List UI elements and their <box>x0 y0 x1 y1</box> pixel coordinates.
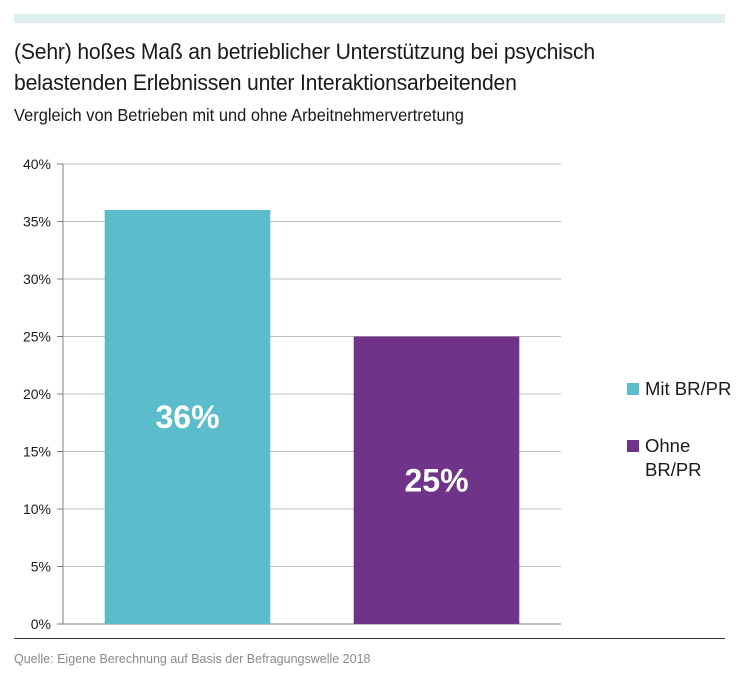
source-note: Quelle: Eigene Berechnung auf Basis der … <box>14 652 371 666</box>
y-tick-label: 35% <box>23 214 51 230</box>
y-tick-label: 20% <box>23 386 51 402</box>
bar-mit <box>104 210 271 624</box>
bar-data-label: 25% <box>404 462 468 498</box>
bar-data-label: 36% <box>155 399 219 435</box>
legend: Mit BR/PR Ohne BR/PR <box>627 377 745 515</box>
y-tick-label: 10% <box>23 501 51 517</box>
y-tick-label: 15% <box>23 444 51 460</box>
bar-ohne <box>353 336 520 624</box>
legend-label-ohne: Ohne BR/PR <box>645 435 702 480</box>
footer-rule <box>14 638 725 639</box>
y-tick-label: 25% <box>23 329 51 345</box>
legend-swatch-ohne <box>627 440 639 452</box>
y-tick-label: 30% <box>23 271 51 287</box>
chart-title: (Sehr) hoßes Maß an betrieblicher Unters… <box>14 39 596 95</box>
y-tick-label: 40% <box>23 156 51 172</box>
chart-subtitle: Vergleich von Betrieben mit und ohne Arb… <box>14 105 464 125</box>
top-accent-bar <box>14 14 725 23</box>
legend-swatch-mit <box>627 383 639 395</box>
y-tick-label: 5% <box>31 559 51 575</box>
legend-item-mit: Mit BR/PR <box>627 377 745 401</box>
legend-label-mit: Mit BR/PR <box>645 378 732 399</box>
legend-item-ohne: Ohne BR/PR <box>627 434 745 482</box>
y-tick-label: 0% <box>31 616 51 632</box>
